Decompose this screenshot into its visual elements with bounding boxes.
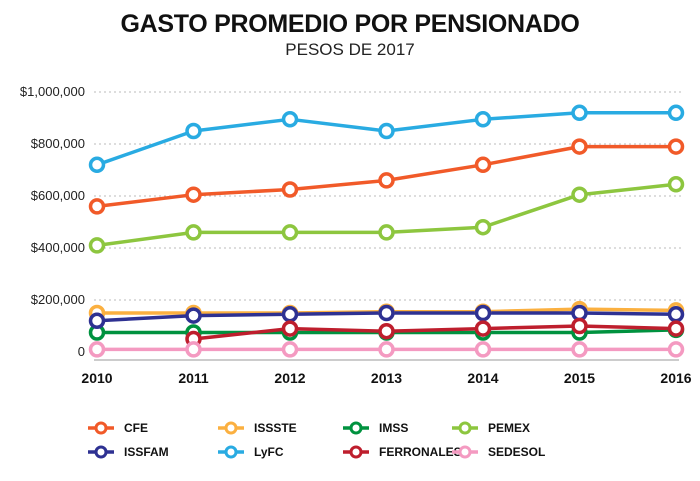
x-tick-label: 2016 [660, 370, 691, 386]
data-point-sedesol-2011 [185, 341, 202, 358]
chart-subtitle: PESOS DE 2017 [285, 40, 415, 59]
x-tick-label: 2013 [371, 370, 402, 386]
series-line-ferronales [193, 324, 677, 341]
data-point-pemex-2013 [378, 224, 395, 241]
data-point-ferronales-2016 [667, 320, 685, 337]
data-point-ferronales-2012 [281, 320, 299, 337]
data-point-issfam-2011 [185, 307, 202, 324]
data-point-pemex-2014 [474, 218, 492, 236]
data-point-sedesol-2014 [474, 341, 492, 358]
x-tick-label: 2015 [564, 370, 595, 386]
data-point-lyfc-2016 [667, 104, 685, 122]
data-point-lyfc-2014 [474, 111, 492, 128]
data-point-sedesol-2016 [667, 341, 685, 358]
series-points [88, 104, 685, 358]
data-point-lyfc-2015 [571, 104, 588, 122]
y-axis: 0 $200,000 $400,000 $600,000 $800,000 $1,000,… [20, 84, 85, 359]
y-tick-label: 0 [78, 344, 85, 359]
chart-title: GASTO PROMEDIO POR PENSIONADO [120, 10, 580, 38]
data-point-lyfc-2012 [281, 111, 299, 128]
data-point-pemex-2011 [185, 224, 202, 241]
x-axis: 2010 2011 2012 2013 2014 2015 2016 [81, 370, 691, 386]
data-point-issfam-2012 [281, 306, 299, 323]
data-point-cfe-2011 [185, 186, 202, 203]
data-point-sedesol-2010 [88, 341, 106, 358]
x-tick-label: 2010 [81, 370, 112, 386]
gridlines [94, 91, 681, 361]
data-point-pemex-2016 [667, 176, 685, 193]
data-point-cfe-2015 [571, 138, 588, 155]
data-point-lyfc-2011 [185, 122, 202, 140]
data-point-lyfc-2010 [88, 156, 106, 174]
data-point-cfe-2014 [474, 156, 492, 174]
data-point-cfe-2013 [378, 172, 395, 189]
x-tick-label: 2012 [274, 370, 305, 386]
data-point-ferronales-2015 [571, 317, 588, 335]
data-point-sedesol-2015 [571, 341, 588, 358]
data-point-pemex-2012 [281, 224, 299, 241]
data-point-issfam-2014 [474, 304, 492, 322]
data-point-issfam-2013 [378, 304, 395, 322]
data-point-sedesol-2013 [378, 341, 395, 358]
data-point-cfe-2016 [667, 138, 685, 155]
data-point-issfam-2016 [667, 306, 685, 323]
data-point-ferronales-2013 [378, 322, 395, 340]
data-point-cfe-2012 [281, 181, 299, 198]
y-tick-label: $200,000 [31, 292, 85, 307]
data-point-sedesol-2012 [281, 341, 299, 358]
data-point-lyfc-2013 [378, 122, 395, 140]
y-tick-label: $1,000,000 [20, 84, 85, 99]
data-point-pemex-2010 [88, 237, 106, 254]
x-tick-label: 2014 [467, 370, 498, 386]
data-point-issfam-2010 [88, 312, 106, 330]
data-point-issfam-2015 [571, 304, 588, 322]
data-point-pemex-2015 [571, 186, 588, 203]
x-tick-label: 2011 [178, 370, 209, 386]
y-tick-label: $600,000 [31, 188, 85, 203]
data-point-cfe-2010 [88, 198, 106, 215]
y-tick-label: $400,000 [31, 240, 85, 255]
data-point-ferronales-2014 [474, 320, 492, 337]
y-tick-label: $800,000 [31, 136, 85, 151]
